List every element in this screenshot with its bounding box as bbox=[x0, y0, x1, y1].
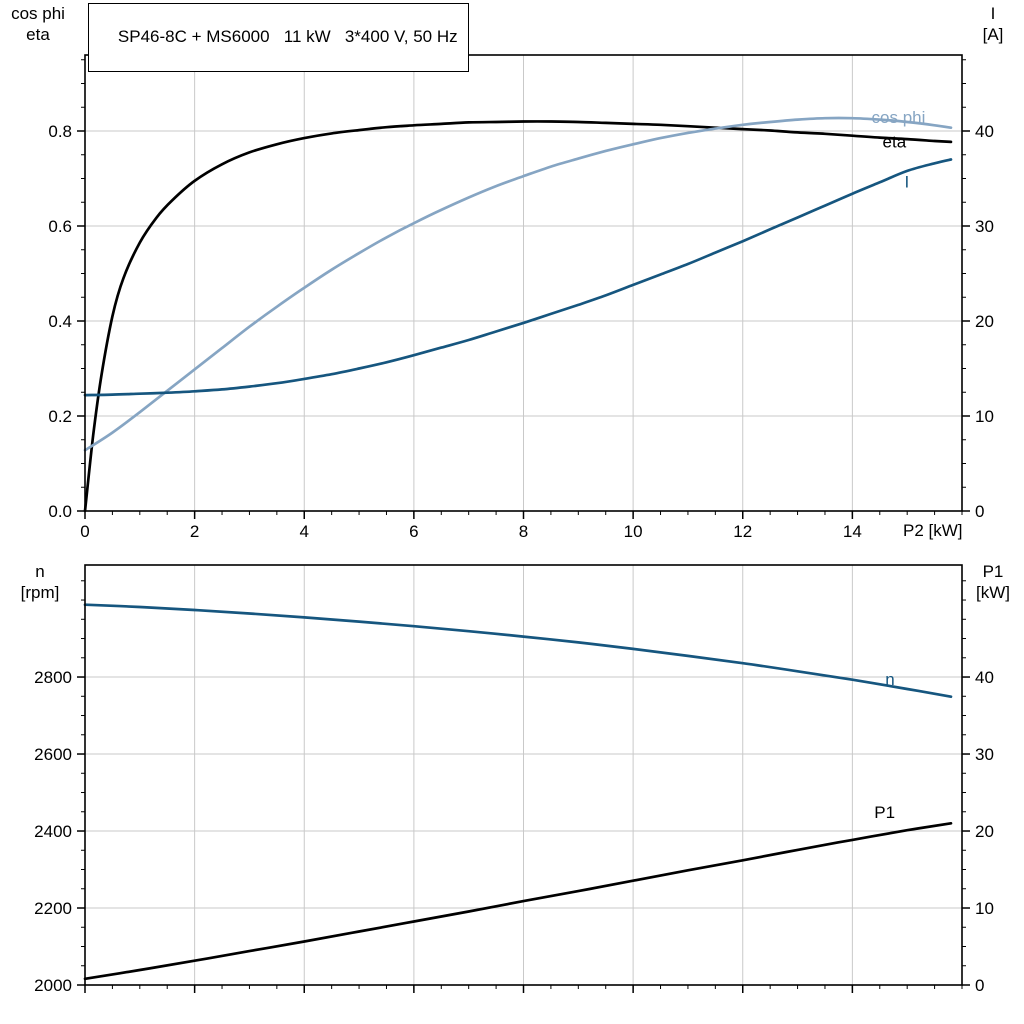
right-tick-label: 20 bbox=[975, 312, 994, 331]
x-tick-label: 6 bbox=[409, 522, 418, 541]
right-tick-label: 10 bbox=[975, 899, 994, 918]
p1-curve bbox=[83, 821, 953, 981]
left-tick-label: 0.4 bbox=[48, 312, 72, 331]
left-tick-label: 2600 bbox=[34, 745, 72, 764]
right-axis-title-line1: I bbox=[990, 4, 996, 23]
right-tick-label: 0 bbox=[975, 976, 984, 995]
left-axis-title-line2: [rpm] bbox=[20, 583, 60, 602]
right-tick-label: 0 bbox=[975, 502, 984, 521]
bottom-chart: 2000 2200 2400 2600 2800 0 10 20 30 40 n P1 bbox=[34, 564, 994, 995]
n-curve-label: n bbox=[885, 670, 894, 689]
bottom-chart-left-axis-title: n [rpm] bbox=[4, 561, 76, 603]
x-tick-label: 4 bbox=[300, 522, 309, 541]
x-axis-title: P2 [kW] bbox=[903, 521, 963, 540]
chart-title-box: SP46-8C + MS6000 11 kW 3*400 V, 50 Hz bbox=[88, 3, 469, 72]
right-tick-label: 40 bbox=[975, 668, 994, 687]
left-axis-title-line2: eta bbox=[26, 25, 50, 44]
left-tick-label: 2000 bbox=[34, 976, 72, 995]
eta-curve-label: eta bbox=[883, 132, 907, 151]
left-axis-title-line1: n bbox=[35, 562, 45, 581]
left-tick-label: 2400 bbox=[34, 822, 72, 841]
top-chart-left-axis-title: cos phi eta bbox=[4, 3, 72, 45]
x-tick-label: 10 bbox=[624, 522, 643, 541]
right-tick-label: 30 bbox=[975, 745, 994, 764]
n-curve bbox=[83, 603, 953, 699]
right-tick-label: 10 bbox=[975, 407, 994, 426]
cos-phi-curve-label: cos phi bbox=[872, 108, 926, 127]
p1-curve-label: P1 bbox=[874, 803, 895, 822]
left-tick-label: 2200 bbox=[34, 899, 72, 918]
plot-frame bbox=[84, 54, 963, 512]
i-curve bbox=[83, 158, 953, 397]
left-tick-label: 0.8 bbox=[48, 122, 72, 141]
right-tick-label: 20 bbox=[975, 822, 994, 841]
left-tick-label: 0.2 bbox=[48, 407, 72, 426]
right-axis-title-line2: [kW] bbox=[976, 583, 1010, 602]
left-tick-label: 0.0 bbox=[48, 502, 72, 521]
top-chart: 0.0 0.2 0.4 0.6 0.8 0 10 20 30 40 0 2 4 6 8 10 12 14 eta co… bbox=[48, 54, 994, 541]
x-tick-label: 2 bbox=[190, 522, 199, 541]
x-tick-label: 0 bbox=[80, 522, 89, 541]
eta-curve bbox=[83, 120, 953, 513]
x-tick-label: 8 bbox=[519, 522, 528, 541]
left-tick-label: 2800 bbox=[34, 668, 72, 687]
chart-title: SP46-8C + MS6000 11 kW 3*400 V, 50 Hz bbox=[117, 27, 458, 46]
top-chart-right-axis-title: I [A] bbox=[966, 3, 1020, 45]
cos-phi-curve bbox=[83, 116, 953, 452]
right-axis-title-line2: [A] bbox=[982, 25, 1004, 44]
right-axis-title-line1: P1 bbox=[982, 562, 1004, 581]
i-curve-label: I bbox=[904, 172, 909, 191]
x-tick-label: 14 bbox=[843, 522, 862, 541]
left-tick-label: 0.6 bbox=[48, 217, 72, 236]
x-tick-label: 12 bbox=[733, 522, 752, 541]
bottom-chart-right-axis-title: P1 [kW] bbox=[964, 561, 1022, 603]
left-axis-title-line1: cos phi bbox=[11, 4, 65, 23]
plot-frame bbox=[84, 564, 963, 986]
right-tick-label: 40 bbox=[975, 122, 994, 141]
right-tick-label: 30 bbox=[975, 217, 994, 236]
